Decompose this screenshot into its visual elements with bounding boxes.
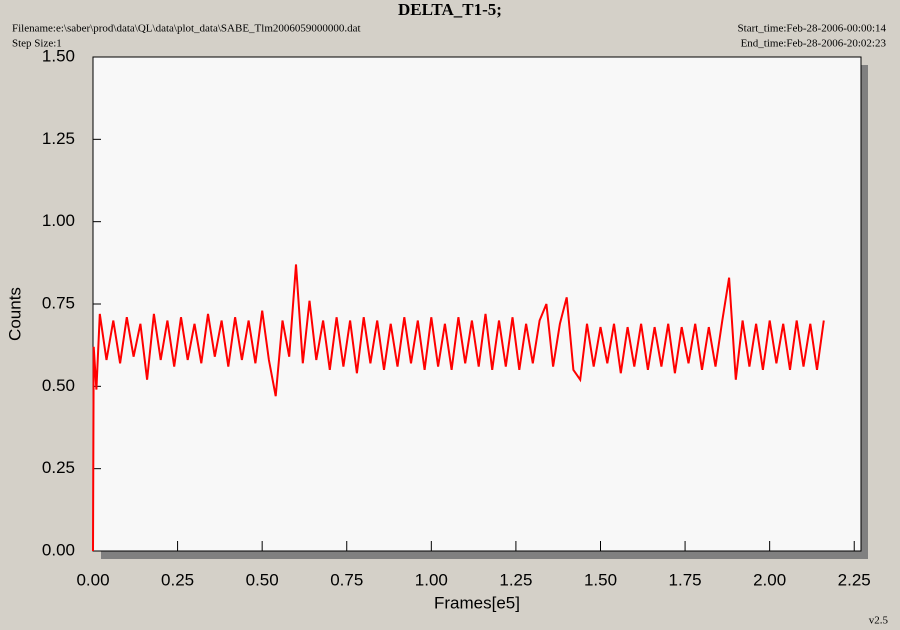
filename: Filename:e:\saber\prod\data\QL\data\plot… [12,23,361,35]
x-axis-label: Frames[e5] [434,593,520,612]
x-tick-label: 0.75 [330,570,363,589]
y-tick-label: 1.25 [42,129,75,148]
x-tick-label: 1.50 [584,570,617,589]
y-tick-label: 1.00 [42,211,75,230]
y-tick-label: 0.25 [42,458,75,477]
x-tick-label: 0.50 [246,570,279,589]
x-tick-label: 1.75 [669,570,702,589]
plot-area [92,56,862,552]
end-time: End_time:Feb-28-2006-20:02:23 [741,38,887,50]
y-tick-label: 0.00 [42,540,75,559]
y-tick-label: 1.50 [42,46,75,65]
x-tick-label: 0.00 [76,570,109,589]
step-size: Step Size:1 [12,38,62,50]
x-tick-label: 2.00 [753,570,786,589]
chart-title: DELTA_T1-5; [398,0,502,19]
x-tick-label: 2.25 [838,570,871,589]
y-axis-label: Counts [5,287,24,341]
data-line [92,264,825,552]
x-tick-label: 0.25 [161,570,194,589]
start-time: Start_time:Feb-28-2006-00:00:14 [738,23,887,35]
y-tick-label: 0.50 [42,376,75,395]
x-tick-label: 1.25 [499,570,532,589]
y-tick-label: 0.75 [42,293,75,312]
x-tick-label: 1.00 [415,570,448,589]
version: v2.5 [869,615,889,627]
